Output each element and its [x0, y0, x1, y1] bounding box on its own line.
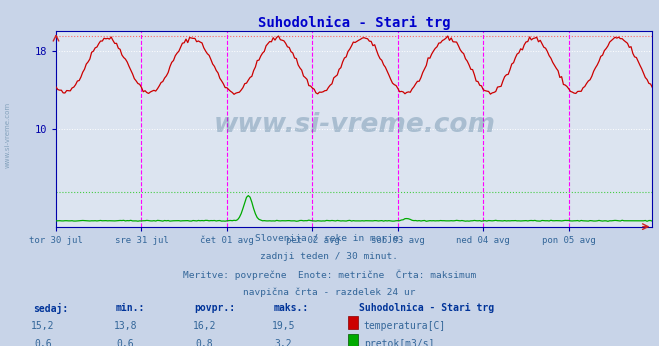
Text: www.si-vreme.com: www.si-vreme.com — [214, 112, 495, 138]
Text: temperatura[C]: temperatura[C] — [364, 321, 446, 331]
Text: Slovenija / reke in morje.: Slovenija / reke in morje. — [255, 234, 404, 243]
Text: 16,2: 16,2 — [192, 321, 216, 331]
Text: pretok[m3/s]: pretok[m3/s] — [364, 339, 434, 346]
Text: Meritve: povprečne  Enote: metrične  Črta: maksimum: Meritve: povprečne Enote: metrične Črta:… — [183, 270, 476, 280]
Title: Suhodolnica - Stari trg: Suhodolnica - Stari trg — [258, 16, 451, 30]
Text: navpična črta - razdelek 24 ur: navpična črta - razdelek 24 ur — [243, 288, 416, 297]
Text: www.si-vreme.com: www.si-vreme.com — [5, 102, 11, 168]
Text: 19,5: 19,5 — [272, 321, 295, 331]
Text: 3,2: 3,2 — [275, 339, 292, 346]
Text: maks.:: maks.: — [273, 303, 308, 313]
Text: Suhodolnica - Stari trg: Suhodolnica - Stari trg — [359, 303, 494, 313]
Text: 15,2: 15,2 — [31, 321, 55, 331]
Text: 0,6: 0,6 — [34, 339, 51, 346]
Text: min.:: min.: — [115, 303, 145, 313]
Text: sedaj:: sedaj: — [33, 303, 68, 314]
Text: povpr.:: povpr.: — [194, 303, 235, 313]
Text: 0,6: 0,6 — [117, 339, 134, 346]
Text: 13,8: 13,8 — [113, 321, 137, 331]
Text: zadnji teden / 30 minut.: zadnji teden / 30 minut. — [260, 252, 399, 261]
Text: 0,8: 0,8 — [196, 339, 213, 346]
